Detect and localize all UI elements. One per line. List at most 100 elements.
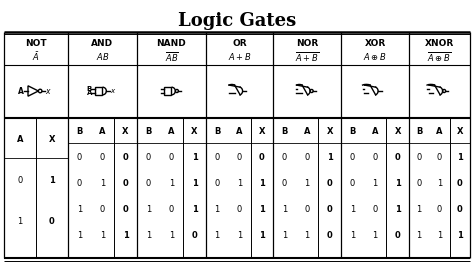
Text: 0: 0 (146, 180, 151, 188)
Text: A: A (304, 128, 310, 137)
Text: $A+B$: $A+B$ (228, 51, 251, 63)
Text: 0: 0 (259, 153, 264, 162)
Text: 1: 1 (259, 205, 265, 214)
Text: 0: 0 (77, 153, 82, 162)
Text: $AB$: $AB$ (96, 51, 109, 63)
Text: 0: 0 (49, 217, 55, 226)
Text: 0: 0 (457, 205, 463, 214)
Text: 0: 0 (146, 153, 151, 162)
Bar (164, 87, 172, 95)
Text: 1: 1 (282, 231, 287, 240)
Text: 0: 0 (215, 180, 220, 188)
Text: X: X (191, 128, 198, 137)
Text: 1: 1 (304, 231, 310, 240)
Text: A: A (87, 90, 92, 96)
Text: 1: 1 (457, 231, 463, 240)
Text: 1: 1 (437, 231, 442, 240)
Text: 0: 0 (327, 205, 333, 214)
Text: A: A (168, 128, 175, 137)
Text: 0: 0 (350, 153, 355, 162)
Text: A: A (436, 128, 443, 137)
Text: B: B (87, 86, 92, 92)
Text: 1: 1 (169, 180, 174, 188)
Text: 1: 1 (457, 153, 463, 162)
Text: 1: 1 (304, 180, 310, 188)
Text: B: B (146, 128, 152, 137)
Text: 0: 0 (191, 231, 197, 240)
Text: NOT: NOT (25, 39, 47, 48)
Text: 1: 1 (373, 180, 378, 188)
Text: 0: 0 (169, 205, 174, 214)
Text: 0: 0 (169, 153, 174, 162)
Text: NOR: NOR (296, 39, 318, 48)
Text: 1: 1 (146, 205, 151, 214)
Text: 0: 0 (282, 153, 287, 162)
Text: 0: 0 (215, 153, 220, 162)
Text: 1: 1 (49, 176, 55, 185)
Text: B: B (416, 128, 422, 137)
Text: 0: 0 (395, 153, 401, 162)
Text: 0: 0 (18, 176, 23, 185)
Text: 1: 1 (215, 231, 220, 240)
Text: 1: 1 (282, 205, 287, 214)
Text: 1: 1 (100, 180, 105, 188)
Text: 0: 0 (437, 153, 442, 162)
Text: 0: 0 (457, 180, 463, 188)
Text: 1: 1 (417, 205, 422, 214)
Text: 1: 1 (395, 180, 401, 188)
Text: $\overline{AB}$: $\overline{AB}$ (164, 50, 179, 64)
Text: 0: 0 (437, 205, 442, 214)
Text: 1: 1 (373, 231, 378, 240)
Text: XOR: XOR (365, 39, 386, 48)
Text: 0: 0 (417, 180, 422, 188)
Text: 1: 1 (169, 231, 174, 240)
Text: 0: 0 (100, 205, 105, 214)
Text: X: X (49, 135, 55, 144)
Text: 0: 0 (123, 153, 128, 162)
Text: 1: 1 (237, 180, 242, 188)
Bar (95, 87, 102, 95)
Text: X: X (394, 128, 401, 137)
Text: 0: 0 (373, 153, 378, 162)
Text: X: X (456, 128, 463, 137)
Text: 0: 0 (327, 180, 333, 188)
Text: 1: 1 (191, 205, 198, 214)
Text: 1: 1 (259, 180, 265, 188)
Text: 0: 0 (327, 231, 333, 240)
Text: OR: OR (232, 39, 247, 48)
Text: A: A (236, 128, 243, 137)
Text: x: x (45, 86, 49, 95)
Text: 1: 1 (100, 231, 105, 240)
Text: 0: 0 (77, 180, 82, 188)
Text: A: A (17, 135, 23, 144)
Text: 0: 0 (395, 231, 401, 240)
Text: $\overline{A \oplus B}$: $\overline{A \oplus B}$ (428, 50, 452, 64)
Text: 1: 1 (215, 205, 220, 214)
Text: 1: 1 (350, 231, 355, 240)
Text: B: B (214, 128, 220, 137)
Text: 1: 1 (237, 231, 242, 240)
Text: 0: 0 (304, 205, 310, 214)
Text: 0: 0 (100, 153, 105, 162)
Text: 1: 1 (417, 231, 422, 240)
Text: 1: 1 (191, 153, 198, 162)
Text: x: x (110, 88, 114, 94)
Text: 0: 0 (373, 205, 378, 214)
Text: 1: 1 (77, 205, 82, 214)
Text: XNOR: XNOR (425, 39, 454, 48)
Text: Logic Gates: Logic Gates (178, 12, 296, 30)
Text: 0: 0 (304, 153, 310, 162)
Text: $\overline{A+B}$: $\overline{A+B}$ (295, 50, 319, 64)
Text: 1: 1 (327, 153, 333, 162)
Text: 1: 1 (437, 180, 442, 188)
Text: 0: 0 (123, 180, 128, 188)
Text: X: X (122, 128, 129, 137)
Text: $\bar{A}$: $\bar{A}$ (32, 51, 40, 63)
Text: 0: 0 (237, 205, 242, 214)
Text: X: X (327, 128, 333, 137)
Text: $A \oplus B$: $A \oplus B$ (363, 51, 387, 63)
Text: A: A (99, 128, 106, 137)
Text: 1: 1 (259, 231, 265, 240)
Text: AND: AND (91, 39, 114, 48)
Text: B: B (349, 128, 356, 137)
